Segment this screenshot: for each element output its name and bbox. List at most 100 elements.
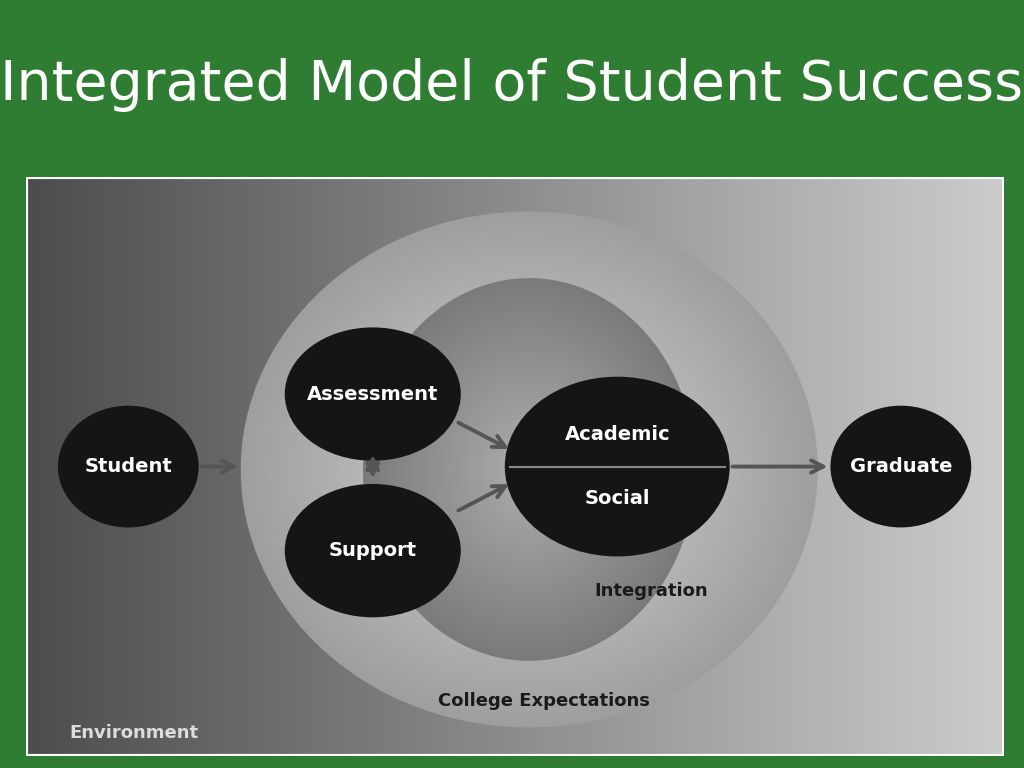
Ellipse shape: [335, 295, 724, 644]
Ellipse shape: [482, 428, 577, 511]
Ellipse shape: [475, 421, 584, 518]
Ellipse shape: [438, 364, 621, 574]
Ellipse shape: [468, 415, 591, 525]
Ellipse shape: [494, 437, 565, 502]
Ellipse shape: [371, 327, 688, 611]
Ellipse shape: [471, 418, 587, 521]
Ellipse shape: [515, 456, 544, 482]
Ellipse shape: [352, 311, 706, 627]
Ellipse shape: [281, 247, 778, 692]
Ellipse shape: [381, 337, 677, 601]
Ellipse shape: [364, 321, 695, 617]
Ellipse shape: [367, 324, 691, 614]
Ellipse shape: [515, 454, 543, 485]
Ellipse shape: [245, 214, 814, 724]
Ellipse shape: [399, 319, 659, 619]
Ellipse shape: [435, 386, 623, 553]
Ellipse shape: [403, 356, 655, 582]
Ellipse shape: [385, 303, 674, 635]
Ellipse shape: [399, 353, 659, 585]
Ellipse shape: [328, 289, 731, 650]
Ellipse shape: [505, 376, 730, 557]
Ellipse shape: [377, 294, 682, 645]
Ellipse shape: [302, 266, 757, 673]
Ellipse shape: [432, 358, 627, 581]
Ellipse shape: [391, 310, 668, 629]
Text: Assessment: Assessment: [307, 385, 438, 403]
Ellipse shape: [435, 361, 624, 578]
Ellipse shape: [378, 334, 681, 605]
Ellipse shape: [523, 463, 535, 476]
Ellipse shape: [508, 450, 551, 488]
Ellipse shape: [408, 329, 651, 610]
Ellipse shape: [499, 435, 560, 505]
Ellipse shape: [511, 453, 547, 485]
Ellipse shape: [374, 291, 684, 648]
Text: Integrated Model of Student Success: Integrated Model of Student Success: [0, 58, 1024, 112]
Ellipse shape: [349, 308, 710, 631]
Ellipse shape: [452, 380, 607, 559]
Ellipse shape: [439, 389, 620, 550]
Ellipse shape: [501, 444, 558, 495]
Ellipse shape: [388, 306, 671, 632]
Ellipse shape: [518, 460, 540, 479]
Ellipse shape: [338, 299, 720, 641]
Ellipse shape: [494, 428, 565, 511]
Ellipse shape: [490, 425, 568, 514]
Ellipse shape: [414, 366, 645, 573]
Ellipse shape: [285, 484, 461, 617]
Ellipse shape: [428, 379, 630, 560]
Ellipse shape: [830, 406, 971, 528]
Ellipse shape: [474, 406, 585, 533]
Ellipse shape: [482, 415, 577, 524]
Ellipse shape: [382, 300, 676, 638]
Ellipse shape: [385, 340, 674, 598]
Ellipse shape: [359, 318, 698, 621]
Ellipse shape: [429, 355, 629, 584]
Ellipse shape: [266, 234, 793, 705]
Ellipse shape: [342, 302, 717, 637]
Ellipse shape: [372, 288, 687, 651]
Text: Integration: Integration: [595, 582, 709, 601]
Ellipse shape: [457, 405, 601, 534]
Ellipse shape: [356, 315, 702, 624]
Ellipse shape: [404, 326, 654, 613]
Ellipse shape: [497, 440, 562, 498]
Ellipse shape: [518, 457, 541, 482]
Text: Student: Student: [84, 457, 172, 476]
Ellipse shape: [460, 389, 598, 549]
Ellipse shape: [496, 431, 562, 508]
Ellipse shape: [521, 460, 538, 479]
Ellipse shape: [454, 402, 605, 537]
Ellipse shape: [305, 270, 753, 670]
Text: Support: Support: [329, 541, 417, 560]
Ellipse shape: [471, 402, 588, 536]
Ellipse shape: [443, 371, 615, 568]
Ellipse shape: [396, 350, 663, 589]
Ellipse shape: [525, 466, 532, 472]
Ellipse shape: [380, 297, 679, 642]
Ellipse shape: [464, 412, 594, 528]
Ellipse shape: [362, 278, 695, 660]
Ellipse shape: [432, 382, 627, 557]
Ellipse shape: [273, 240, 785, 698]
Ellipse shape: [269, 237, 788, 702]
Ellipse shape: [369, 284, 690, 654]
Ellipse shape: [411, 363, 648, 576]
Ellipse shape: [262, 230, 796, 708]
Text: College Expectations: College Expectations: [438, 693, 650, 710]
Ellipse shape: [449, 377, 609, 562]
Ellipse shape: [316, 279, 742, 660]
Ellipse shape: [479, 424, 580, 515]
Ellipse shape: [388, 343, 670, 595]
Text: Graduate: Graduate: [850, 457, 952, 476]
Ellipse shape: [466, 396, 593, 543]
Ellipse shape: [58, 406, 199, 528]
Ellipse shape: [248, 218, 811, 721]
Ellipse shape: [401, 323, 656, 616]
Ellipse shape: [476, 409, 582, 530]
Ellipse shape: [331, 292, 728, 647]
Ellipse shape: [424, 348, 635, 591]
Ellipse shape: [410, 333, 648, 607]
Ellipse shape: [457, 386, 601, 552]
